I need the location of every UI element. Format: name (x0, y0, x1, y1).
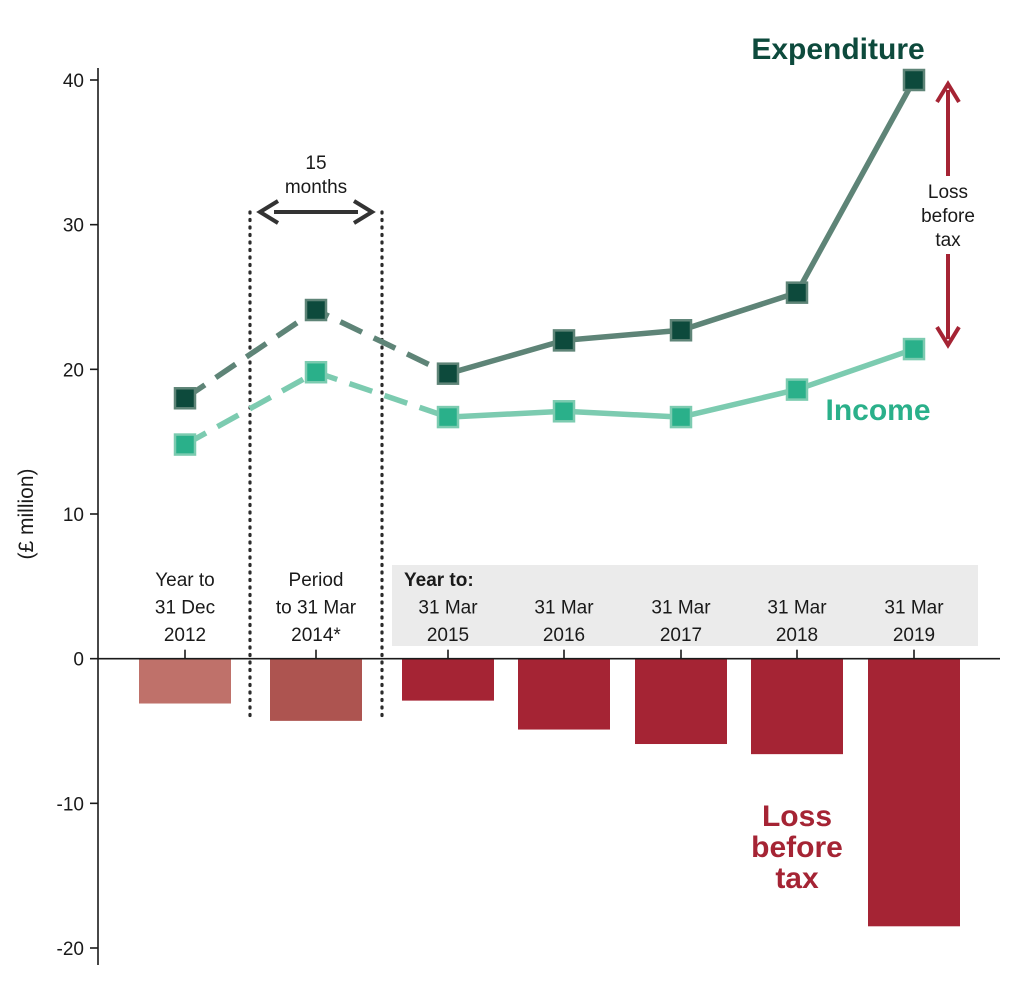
x-category-label: 31 Mar (534, 598, 594, 619)
income-marker (304, 360, 328, 384)
x-category-label: 31 Dec (155, 598, 215, 619)
loss-bar (868, 658, 960, 927)
loss-bar (402, 658, 494, 701)
loss-bar (518, 658, 610, 730)
period-arrow-head-right (352, 199, 376, 225)
period-arrow-head-left (256, 199, 280, 225)
y-axis-label: (£ million) (15, 468, 38, 559)
year-to-header-band (392, 565, 978, 646)
loss-series-label: tax (775, 862, 819, 895)
loss-series-label: before (751, 831, 843, 864)
period-bracket (248, 199, 384, 722)
income-series-label: Income (825, 394, 930, 427)
expenditure-line-dashed (183, 307, 450, 401)
expenditure-series-label: Expenditure (751, 33, 924, 66)
loss-bar (139, 658, 231, 704)
x-category-label: to 31 Mar (276, 598, 357, 619)
x-category-label: Year to (155, 570, 215, 591)
income-marker (902, 337, 926, 361)
x-category-label: Period (289, 570, 344, 591)
y-tick-label: 0 (73, 650, 84, 671)
x-category-label: 2017 (660, 625, 702, 646)
x-category-label: 31 Mar (884, 598, 944, 619)
x-category-label: 31 Mar (767, 598, 827, 619)
loss-arrow-head-down (935, 326, 961, 349)
x-category-label: 31 Mar (651, 598, 711, 619)
expenditure-marker (304, 298, 328, 322)
x-category-label: 2019 (893, 625, 935, 646)
loss-arrow-label: before (921, 206, 975, 227)
x-category-label: 2016 (543, 625, 585, 646)
income-marker (173, 433, 197, 456)
expenditure-marker (552, 329, 576, 352)
income-marker (552, 400, 576, 423)
loss-bar (751, 658, 843, 755)
y-tick-label: -10 (57, 794, 84, 815)
y-tick-label: 30 (63, 216, 84, 237)
expenditure-marker (785, 281, 809, 304)
y-tick-label: -20 (57, 939, 84, 960)
income-marker (669, 405, 693, 429)
expenditure-marker (436, 362, 460, 385)
x-category-label: 31 Mar (418, 598, 478, 619)
loss-arrow-label: Loss (928, 182, 968, 203)
axes: 40 30 20 10 0 -10 -20 (£ million) (15, 68, 1000, 965)
loss-arrow-label: tax (935, 230, 961, 251)
income-marker (785, 378, 809, 401)
expenditure-marker (669, 319, 693, 342)
x-category-label: 2014* (291, 625, 341, 646)
expenditure-marker (173, 387, 197, 410)
x-category-label: 2012 (164, 625, 206, 646)
income-marker (436, 405, 460, 429)
expenditure-marker (902, 68, 926, 92)
loss-bar (270, 658, 362, 721)
year-to-header-band-layer (392, 565, 978, 646)
period-bracket-label: months (285, 177, 347, 198)
loss-series-label: Loss (762, 800, 832, 833)
period-bracket-label: 15 (305, 153, 326, 174)
loss-bars (139, 658, 960, 927)
y-tick-label: 40 (63, 71, 84, 92)
year-to-group-header: Year to: (404, 570, 474, 591)
x-category-label: 2018 (776, 625, 818, 646)
loss-arrow-label-bg (906, 176, 990, 254)
chart-labels: Year to 31 Dec 2012 Period to 31 Mar 2014* 31 … (155, 33, 990, 895)
loss-arrow-head-up (935, 80, 961, 104)
y-tick-label: 10 (63, 505, 84, 526)
x-category-label: 2015 (427, 625, 469, 646)
y-tick-label: 20 (63, 360, 84, 381)
series-markers (173, 68, 926, 456)
loss-bar (635, 658, 727, 745)
